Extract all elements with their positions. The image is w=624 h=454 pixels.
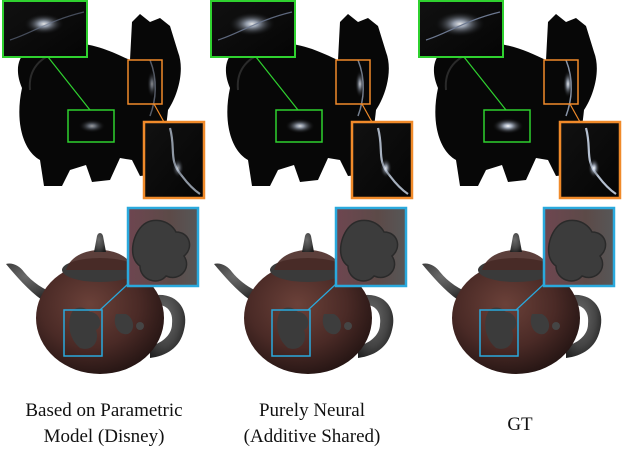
teapot-handle bbox=[150, 294, 186, 358]
cat-specular-body bbox=[284, 118, 316, 134]
connector-line bbox=[307, 283, 337, 311]
teapot-relief bbox=[344, 322, 352, 330]
teapot-relief bbox=[69, 307, 101, 349]
caption-line: GT bbox=[507, 414, 533, 435]
inset-relief bbox=[131, 219, 191, 282]
teapot-render bbox=[422, 233, 602, 374]
inset-glow bbox=[588, 158, 600, 178]
teapot-knob bbox=[510, 233, 522, 252]
teapot-relief bbox=[136, 322, 144, 330]
caption-line: Model (Disney) bbox=[43, 426, 165, 447]
teapot-body bbox=[36, 262, 164, 374]
teapot-knob bbox=[302, 233, 314, 252]
zoom-inset-blue bbox=[542, 206, 616, 288]
inset-streak bbox=[217, 11, 293, 41]
inset-border bbox=[210, 0, 296, 58]
zoom-inset-green bbox=[418, 0, 504, 58]
zoom-inset-blue bbox=[126, 206, 200, 288]
caption-line: Purely Neural bbox=[258, 400, 366, 421]
teapot-lid bbox=[482, 250, 550, 270]
connector-line bbox=[153, 103, 165, 123]
inset-glow bbox=[172, 158, 184, 178]
region-box-green bbox=[67, 109, 115, 143]
inset-border bbox=[350, 120, 414, 200]
inset-glow bbox=[380, 158, 392, 178]
inset-streak bbox=[168, 127, 201, 195]
teapot-relief bbox=[530, 314, 550, 335]
inset-streak bbox=[9, 11, 85, 41]
zoom-inset-orange bbox=[558, 120, 622, 200]
inset-border bbox=[418, 0, 504, 58]
region-box-orange bbox=[543, 59, 579, 105]
inset-border bbox=[558, 120, 622, 200]
teapot-body bbox=[244, 262, 372, 374]
teapot-lid bbox=[274, 250, 342, 270]
inset-border bbox=[542, 206, 616, 288]
region-box-orange bbox=[127, 59, 163, 105]
inset-relief bbox=[339, 219, 399, 282]
connector-line bbox=[255, 56, 299, 111]
teapot-body bbox=[452, 262, 580, 374]
connector-line bbox=[99, 283, 129, 311]
inset-glow bbox=[228, 11, 276, 37]
teapot-handle bbox=[358, 294, 394, 358]
inset-streak bbox=[425, 11, 501, 41]
inset-glow bbox=[434, 11, 486, 37]
cat-specular-body bbox=[78, 119, 106, 133]
region-box-orange bbox=[335, 59, 371, 105]
caption-line: (Additive Shared) bbox=[243, 426, 381, 447]
teapot-knob bbox=[94, 233, 106, 252]
zoom-inset-green bbox=[210, 0, 296, 58]
teapot-relief bbox=[485, 307, 517, 349]
cat-specular-neck bbox=[563, 70, 573, 98]
zoom-inset-green bbox=[2, 0, 88, 58]
region-box-blue bbox=[479, 309, 519, 357]
inset-relief bbox=[547, 219, 607, 282]
teapot-render bbox=[214, 233, 394, 374]
column-1 bbox=[2, 0, 206, 374]
teapot-relief bbox=[322, 314, 342, 335]
connector-line bbox=[361, 103, 373, 123]
teapot-render bbox=[6, 233, 186, 374]
column-3 bbox=[418, 0, 622, 374]
zoom-inset-orange bbox=[350, 120, 414, 200]
inset-streak bbox=[584, 127, 617, 195]
column-2 bbox=[210, 0, 414, 374]
region-box-blue bbox=[63, 309, 103, 357]
inset-border bbox=[334, 206, 408, 288]
region-box-green bbox=[275, 109, 323, 143]
teapot-spout bbox=[6, 263, 56, 300]
connector-line bbox=[463, 56, 507, 111]
caption-col-1: Based on Parametric Model (Disney) bbox=[0, 398, 208, 450]
teapot-spout bbox=[214, 263, 264, 300]
inset-border bbox=[126, 206, 200, 288]
inset-border bbox=[2, 0, 88, 58]
connector-line bbox=[515, 283, 545, 311]
caption-col-2: Purely Neural (Additive Shared) bbox=[208, 398, 416, 450]
caption-line: Based on Parametric bbox=[25, 400, 183, 421]
teapot-spout bbox=[422, 263, 472, 300]
inset-glow bbox=[23, 13, 65, 35]
connector-line bbox=[47, 56, 91, 111]
cat-specular-neck bbox=[355, 70, 365, 98]
zoom-inset-blue bbox=[334, 206, 408, 288]
inset-border bbox=[142, 120, 206, 200]
teapot-relief bbox=[552, 322, 560, 330]
teapot-handle bbox=[566, 294, 602, 358]
inset-streak bbox=[376, 127, 409, 195]
cat-specular-body bbox=[492, 118, 524, 134]
connector-line bbox=[569, 103, 581, 123]
region-box-green bbox=[483, 109, 531, 143]
teapot-lid bbox=[66, 250, 134, 270]
zoom-inset-orange bbox=[142, 120, 206, 200]
cat-specular-neck bbox=[147, 70, 157, 98]
caption-col-3: GT bbox=[416, 412, 624, 438]
teapot-relief bbox=[114, 314, 134, 335]
teapot-relief bbox=[277, 307, 309, 349]
region-box-blue bbox=[271, 309, 311, 357]
